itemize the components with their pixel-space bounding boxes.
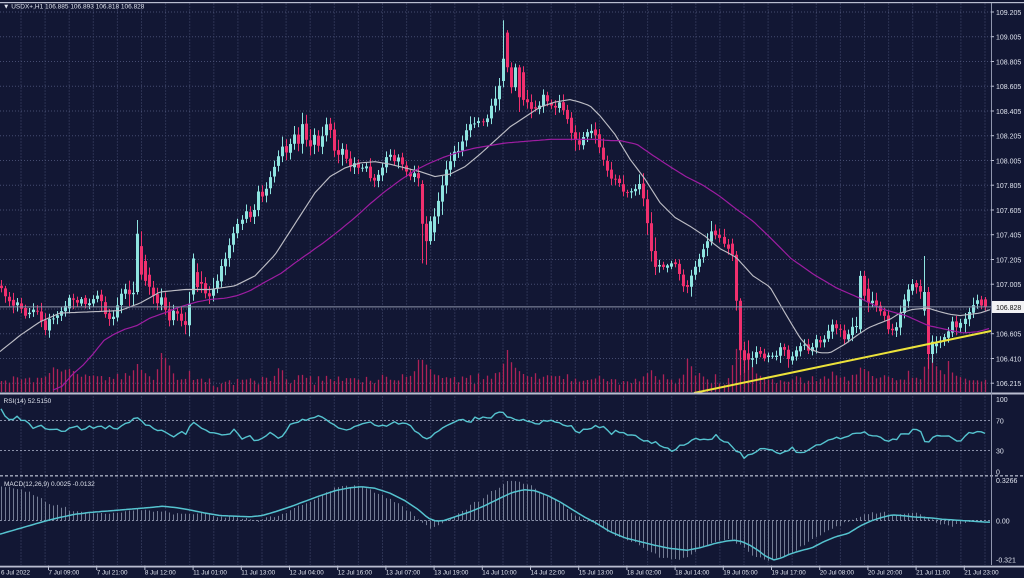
svg-text:12 Jul 16:00: 12 Jul 16:00 [338, 570, 373, 577]
svg-text:107.605: 107.605 [996, 208, 1021, 215]
svg-text:6 Jul 2022: 6 Jul 2022 [1, 570, 31, 577]
svg-text:108.205: 108.205 [996, 134, 1021, 141]
svg-text:14 Jul 10:00: 14 Jul 10:00 [482, 570, 517, 577]
svg-text:MACD(12,26,9) 0.0025 -0.0132: MACD(12,26,9) 0.0025 -0.0132 [4, 481, 95, 488]
svg-text:109.005: 109.005 [996, 35, 1021, 42]
svg-text:11 Jul 13:00: 11 Jul 13:00 [241, 570, 275, 577]
svg-text:0.00: 0.00 [996, 519, 1010, 526]
svg-text:106.410: 106.410 [996, 357, 1021, 364]
svg-text:18 Jul 14:00: 18 Jul 14:00 [675, 570, 710, 577]
svg-text:107.805: 107.805 [996, 183, 1021, 190]
svg-text:107.205: 107.205 [996, 258, 1021, 265]
svg-text:100: 100 [996, 397, 1008, 404]
svg-text:RSI(14) 52.5150: RSI(14) 52.5150 [4, 398, 52, 405]
svg-text:108.605: 108.605 [996, 84, 1021, 91]
svg-text:20 Jul 08:00: 20 Jul 08:00 [820, 570, 855, 577]
svg-text:21 Jul 11:00: 21 Jul 11:00 [916, 570, 950, 577]
svg-text:20 Jul 20:00: 20 Jul 20:00 [868, 570, 903, 577]
svg-text:30: 30 [996, 449, 1004, 456]
svg-text:21 Jul 23:00: 21 Jul 23:00 [964, 570, 999, 577]
svg-text:13 Jul 07:00: 13 Jul 07:00 [386, 570, 421, 577]
svg-text:70: 70 [996, 419, 1004, 426]
svg-text:▼ USDX+,H1 106.885 106.893 10: ▼ USDX+,H1 106.885 106.893 106.818 106.8… [3, 4, 145, 11]
svg-text:7 Jul 21:00: 7 Jul 21:00 [97, 570, 128, 577]
svg-text:19 Jul 05:00: 19 Jul 05:00 [723, 570, 758, 577]
svg-text:106.215: 106.215 [996, 381, 1021, 388]
svg-text:106.605: 106.605 [996, 332, 1021, 339]
svg-text:107.405: 107.405 [996, 233, 1021, 240]
svg-text:15 Jul 13:00: 15 Jul 13:00 [579, 570, 614, 577]
svg-text:107.005: 107.005 [996, 282, 1021, 289]
svg-text:108.005: 108.005 [996, 159, 1021, 166]
svg-text:106.828: 106.828 [996, 305, 1021, 312]
svg-text:108.405: 108.405 [996, 109, 1021, 116]
svg-text:13 Jul 19:00: 13 Jul 19:00 [434, 570, 469, 577]
svg-text:8 Jul 12:00: 8 Jul 12:00 [145, 570, 176, 577]
svg-text:0.3266: 0.3266 [996, 478, 1018, 485]
svg-text:7 Jul 09:00: 7 Jul 09:00 [49, 570, 80, 577]
svg-text:0: 0 [996, 470, 1000, 477]
svg-text:12 Jul 04:00: 12 Jul 04:00 [290, 570, 325, 577]
svg-text:14 Jul 22:00: 14 Jul 22:00 [531, 570, 566, 577]
svg-text:18 Jul 02:00: 18 Jul 02:00 [627, 570, 662, 577]
svg-text:109.205: 109.205 [996, 10, 1021, 17]
svg-text:11 Jul 01:00: 11 Jul 01:00 [193, 570, 227, 577]
svg-text:19 Jul 17:00: 19 Jul 17:00 [772, 570, 807, 577]
svg-text:108.805: 108.805 [996, 60, 1021, 67]
svg-text:-0.321: -0.321 [996, 558, 1016, 565]
